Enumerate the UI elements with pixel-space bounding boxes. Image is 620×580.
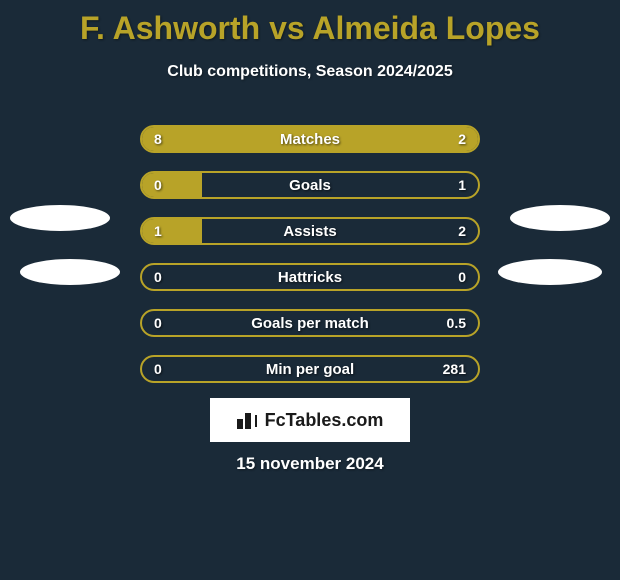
bar-label: Min per goal <box>142 357 478 381</box>
badge-left-primary <box>10 205 110 231</box>
page-title: F. Ashworth vs Almeida Lopes <box>0 0 620 47</box>
chart-icon <box>237 411 259 429</box>
bar-label: Hattricks <box>142 265 478 289</box>
badge-right-secondary <box>498 259 602 285</box>
subtitle: Club competitions, Season 2024/2025 <box>0 63 620 81</box>
bar-label: Assists <box>142 219 478 243</box>
stat-bar: 82Matches <box>140 125 480 153</box>
stat-bar: 00Hattricks <box>140 263 480 291</box>
bar-label: Matches <box>142 127 478 151</box>
badge-left-secondary <box>20 259 120 285</box>
stat-bar: 12Assists <box>140 217 480 245</box>
bar-label: Goals <box>142 173 478 197</box>
logo-box[interactable]: FcTables.com <box>210 398 410 442</box>
stat-bar: 01Goals <box>140 171 480 199</box>
stat-bars: 82Matches 01Goals 12Assists 00Hattricks 00.5… <box>140 125 480 401</box>
stat-bar: 0281Min per goal <box>140 355 480 383</box>
logo-text: FcTables.com <box>265 410 384 431</box>
badge-right-primary <box>510 205 610 231</box>
bar-label: Goals per match <box>142 311 478 335</box>
date-label: 15 november 2024 <box>0 454 620 474</box>
stat-bar: 00.5Goals per match <box>140 309 480 337</box>
